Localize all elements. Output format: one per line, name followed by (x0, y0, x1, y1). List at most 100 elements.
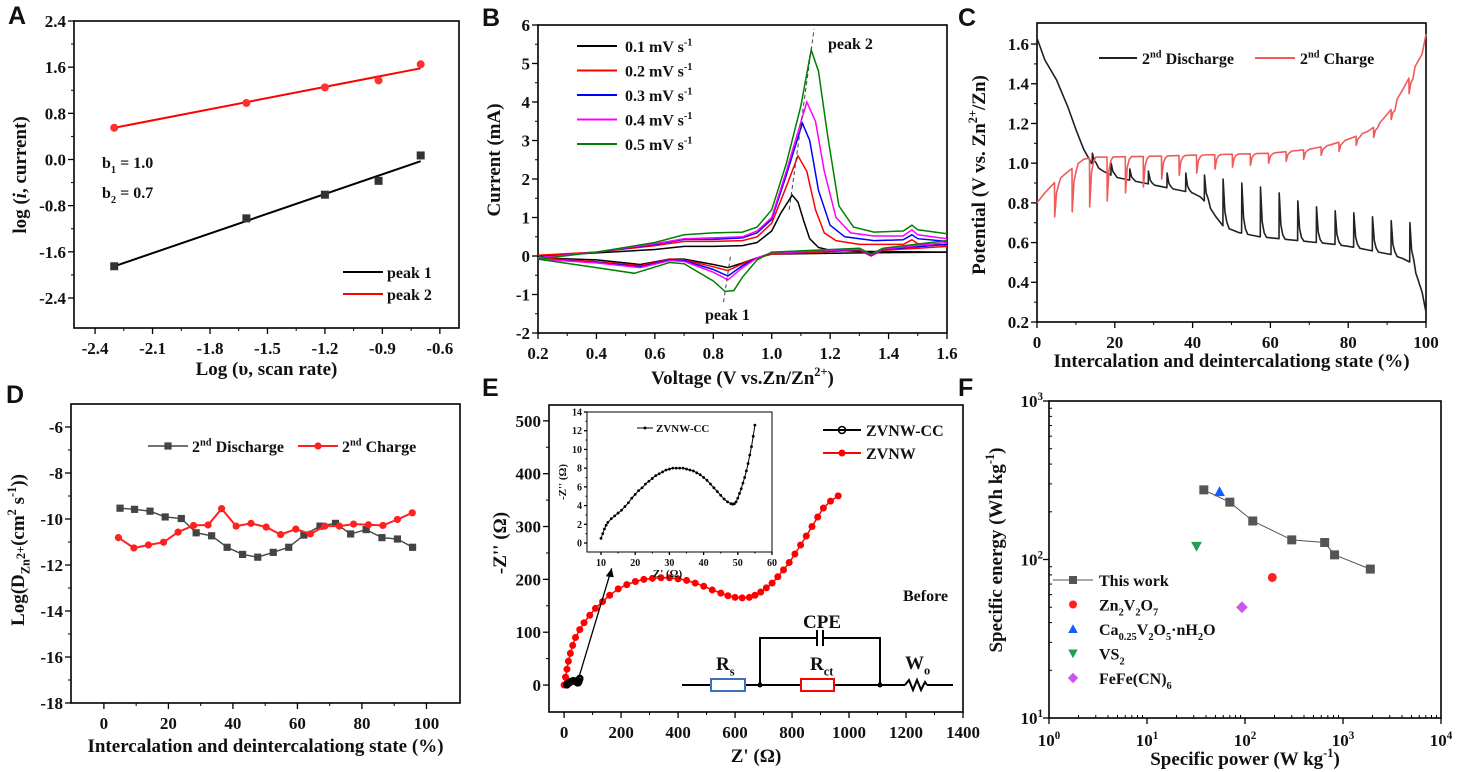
inset-point (715, 490, 719, 493)
x-axis-title: Specific power (W kg-1) (1150, 746, 1340, 770)
zvnw-point (762, 584, 770, 592)
series-0-point (1330, 550, 1340, 560)
plot-frame (73, 20, 460, 329)
legend-label: 2nd Discharge (192, 437, 284, 456)
y-tick-label: 3 (522, 131, 531, 150)
label-part: ct (824, 665, 834, 679)
inset-point (746, 462, 750, 465)
x-tick-label: 40 (224, 714, 241, 733)
series-0-point (1287, 535, 1297, 545)
y-tick-label: 0.0 (45, 150, 66, 169)
label-part: Potential (V vs. Zn (969, 123, 990, 275)
b1-annotation: b1 = 1.0 (102, 155, 153, 176)
label-part: ) (986, 447, 1007, 453)
x-tick-label: 600 (722, 723, 748, 742)
circuit-wire (759, 637, 817, 685)
inset-point (616, 511, 620, 515)
x-tick-label: 100 (414, 714, 440, 733)
label-part: 2+ (814, 365, 827, 379)
legend-label: Zn2V2O7 (1099, 598, 1158, 619)
inset-point (609, 517, 613, 521)
series-3-point (1191, 541, 1202, 552)
discharge-point (347, 530, 355, 538)
y-axis-title: log (i, current) (10, 116, 31, 233)
inset-point (726, 500, 729, 504)
y-tick-label: 5 (522, 54, 531, 73)
label-part: Current (mA) (484, 103, 505, 216)
y-axis-title: -Z'' (Ω) (490, 512, 511, 574)
zvnw-point (614, 585, 622, 593)
zvnw-point (691, 579, 699, 587)
y-tick-label: 0.8 (45, 104, 66, 123)
cpe-label: CPE (803, 612, 841, 633)
zvnw-point (580, 619, 588, 627)
y-tick-label: -10 (40, 510, 63, 529)
discharge-point (300, 531, 308, 539)
label-part: Charge (362, 439, 417, 456)
charge-point (144, 541, 153, 549)
x-tick-label: -1.2 (311, 339, 338, 358)
discharge-point (161, 513, 169, 521)
label-part: 0 (1055, 730, 1061, 742)
zvnw-point (657, 574, 665, 582)
label-part: 2+ (966, 110, 980, 123)
y-tick-label: -1.6 (39, 243, 66, 262)
zvnw-point (797, 541, 805, 549)
series-4-point (1236, 601, 1248, 614)
legend-label-discharge: 2nd Discharge (1142, 49, 1234, 68)
x-tick-label: 0.8 (703, 344, 724, 363)
label-part: Log(D (8, 574, 29, 626)
y-tick-label: -0.8 (39, 197, 66, 216)
legend-label: Ca0.25V2O5·nH2O (1099, 622, 1216, 643)
zvnw-point (640, 575, 648, 583)
y-tick-label: 2 (577, 520, 582, 531)
resistor-rs (710, 678, 746, 692)
legend-label: FeFe(CN)6 (1099, 671, 1172, 692)
charge-point (335, 522, 343, 530)
peak-1-point (110, 262, 119, 271)
label-part: This work (1099, 573, 1169, 590)
label-part: i (10, 192, 31, 198)
x-tick-label: -1.8 (197, 339, 224, 358)
inset-point (702, 476, 706, 479)
discharge-point (116, 504, 124, 512)
zvnw-point (648, 574, 656, 582)
y-tick-label: 2 (522, 170, 531, 189)
x-tick-label: 20 (160, 714, 177, 733)
peak-1-point (320, 190, 329, 199)
inset-point (613, 514, 617, 518)
y-tick-label: 8 (577, 464, 582, 475)
charge-point (114, 534, 123, 542)
peak-1-point (242, 214, 251, 223)
legend-label-charge: 2nd Charge (1300, 49, 1374, 68)
label-part: 2 (1119, 607, 1124, 618)
panel-letter-f: F (958, 374, 973, 402)
zvnw-point (757, 588, 765, 596)
series-0-point (1320, 538, 1330, 548)
discharge-point (238, 550, 247, 559)
label-part: ) (1333, 749, 1339, 770)
zvnw-point (785, 558, 793, 566)
legend-marker (164, 442, 172, 450)
zvnw-point (834, 492, 842, 500)
label-part: -1 (983, 454, 997, 464)
charge-point (174, 528, 182, 536)
zvnw-point (779, 566, 787, 574)
inset-point (623, 505, 627, 508)
legend-marker (1068, 649, 1078, 659)
x-axis-title: Voltage (V vs.Zn/Zn2+) (651, 365, 834, 389)
x-tick-label: -0.9 (369, 339, 396, 358)
legend-marker (837, 425, 847, 435)
cv-anodic-branch (537, 99, 948, 259)
peak-1-guide-line (723, 254, 732, 303)
fit-line-peak-2 (114, 67, 421, 129)
y-tick-label: 6 (522, 16, 531, 35)
zvnw-point (564, 657, 572, 665)
y-tick-label: 2.4 (45, 12, 67, 31)
y-tick-label: -14 (40, 602, 63, 621)
y-tick-label: 0.2 (1008, 313, 1029, 332)
label-part: 2 (1119, 656, 1124, 667)
label-part: -1 (684, 86, 693, 97)
inset-point (722, 497, 726, 501)
zvnw-point (745, 593, 753, 601)
